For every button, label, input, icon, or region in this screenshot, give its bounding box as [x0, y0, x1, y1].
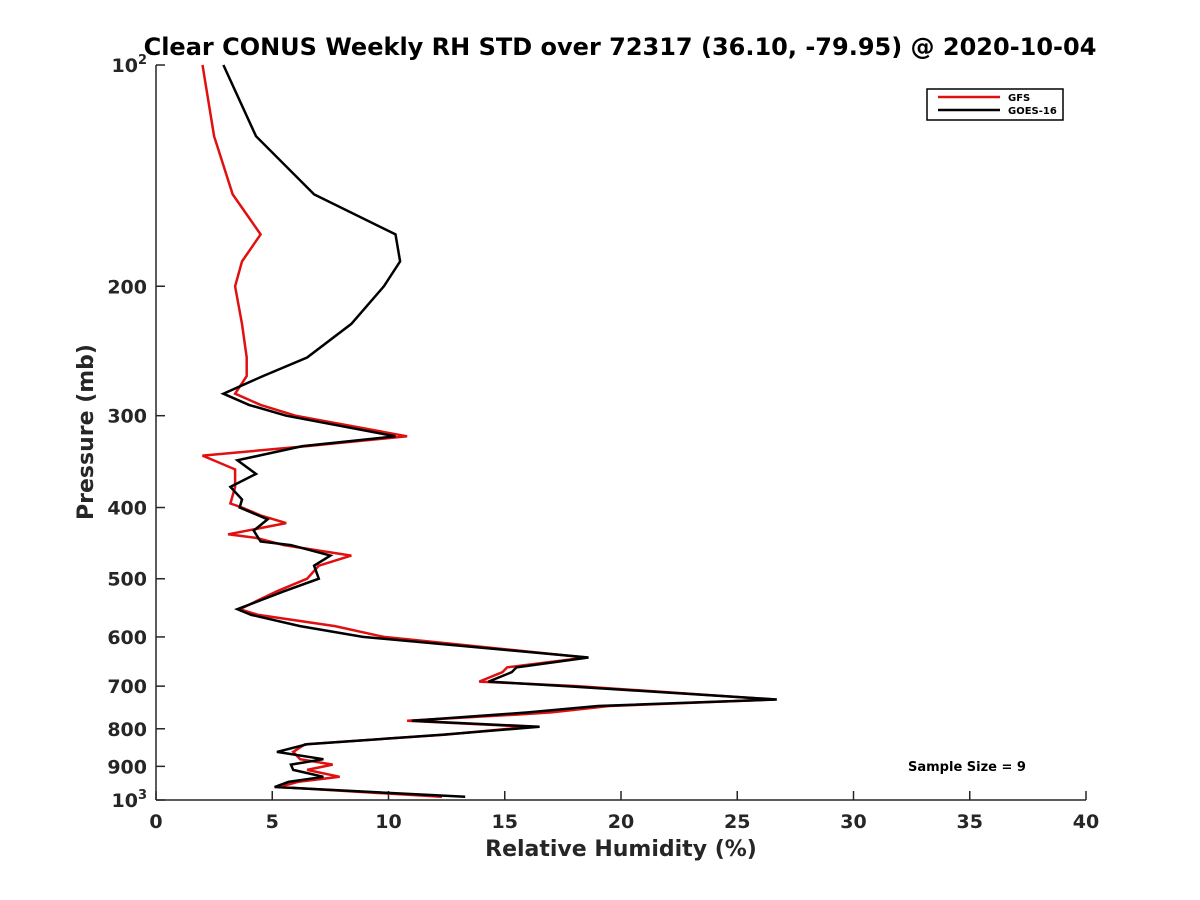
legend-label-gfs: GFS [1008, 93, 1030, 104]
y-tick-label: 500 [107, 569, 147, 591]
y-tick-label: 800 [107, 719, 147, 741]
x-tick-label: 0 [149, 811, 162, 833]
x-tick-label: 25 [724, 811, 750, 833]
x-tick-label: 35 [957, 811, 983, 833]
y-tick-label: 600 [107, 627, 147, 649]
y-tick-label: 400 [107, 498, 147, 520]
y-axis-label: Pressure (mb) [74, 344, 99, 520]
y-tick-label: 103 [112, 788, 148, 812]
sample-size-annotation: Sample Size = 9 [908, 760, 1026, 775]
y-tick-label: 200 [107, 276, 147, 298]
x-tick-label: 20 [608, 811, 634, 833]
x-tick-label: 10 [375, 811, 401, 833]
x-tick-label: 15 [492, 811, 518, 833]
series-line-goes16 [220, 64, 777, 799]
chart-title: Clear CONUS Weekly RH STD over 72317 (36… [144, 33, 1097, 61]
y-tick-label: 700 [107, 676, 147, 698]
x-tick-label: 30 [840, 811, 866, 833]
y-tick-label: 102 [112, 53, 148, 77]
y-axis-ticks: 102 200 300 400 500 600 700 800 900 103 [107, 53, 165, 812]
x-axis-label: Relative Humidity (%) [485, 837, 757, 862]
x-axis-ticks: 0 5 10 15 20 25 30 35 40 [149, 791, 1099, 833]
y-tick-label: 300 [107, 406, 147, 428]
x-tick-label: 5 [266, 811, 279, 833]
series-layer [201, 64, 777, 799]
legend: GFS GOES-16 [926, 88, 1064, 121]
legend-label-goes16: GOES-16 [1008, 106, 1057, 117]
legend-box [926, 88, 1064, 121]
x-tick-label: 40 [1073, 811, 1099, 833]
y-tick-label: 900 [107, 756, 147, 778]
